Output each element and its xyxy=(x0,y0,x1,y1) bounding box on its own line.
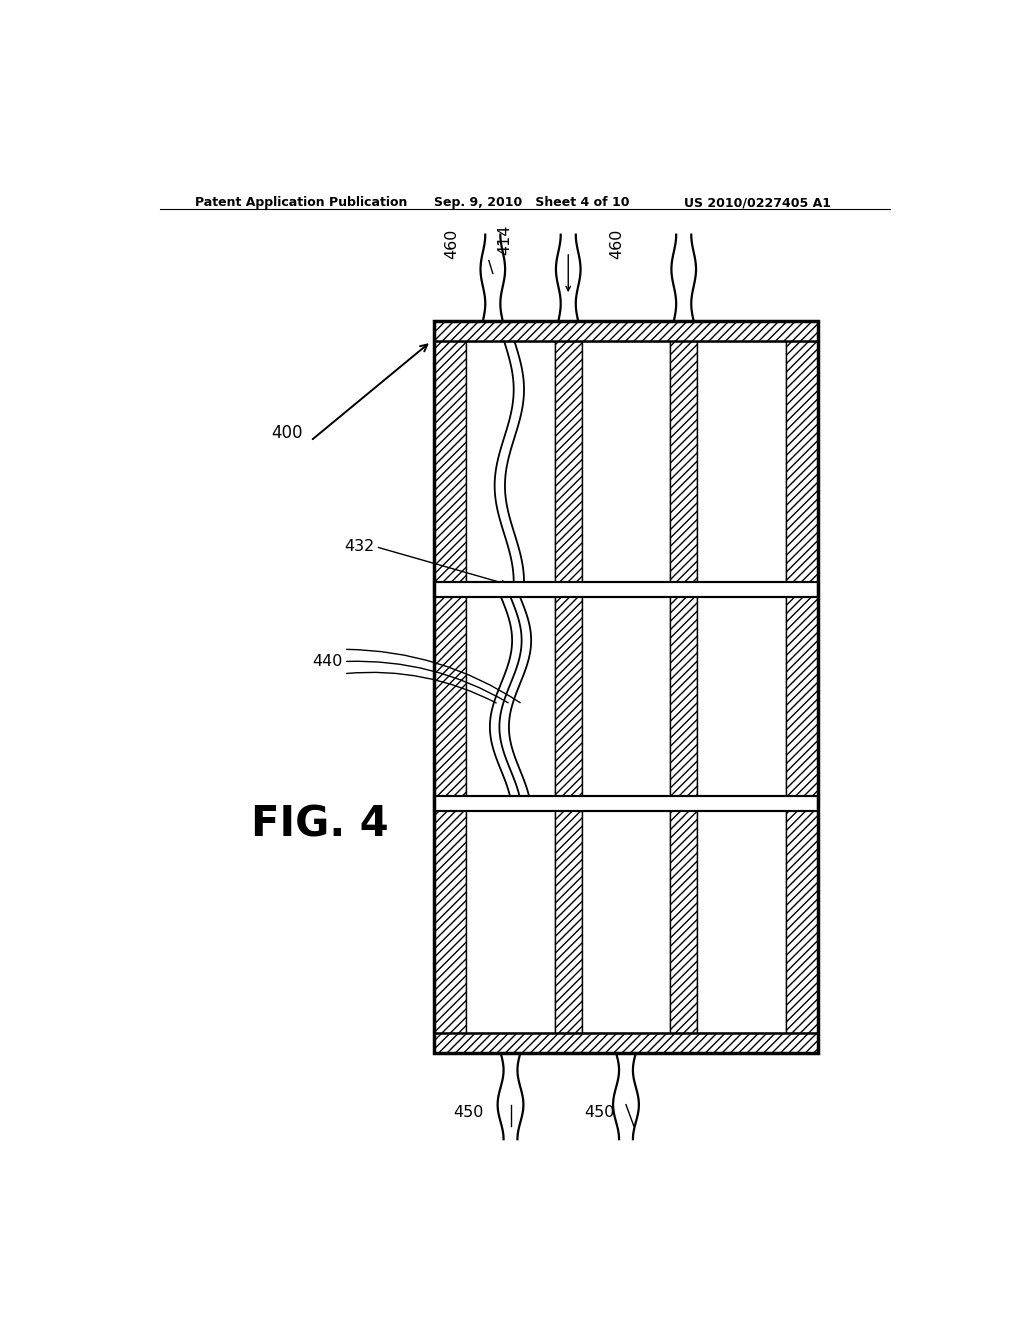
Text: 432: 432 xyxy=(344,539,374,554)
Polygon shape xyxy=(466,342,555,1032)
Text: US 2010/0227405 A1: US 2010/0227405 A1 xyxy=(684,195,830,209)
Text: 460: 460 xyxy=(609,228,625,259)
Polygon shape xyxy=(433,582,818,597)
Polygon shape xyxy=(697,342,785,1032)
Polygon shape xyxy=(785,342,818,1032)
Polygon shape xyxy=(433,1032,818,1053)
Polygon shape xyxy=(671,342,697,1032)
Polygon shape xyxy=(433,321,818,342)
Text: 450: 450 xyxy=(454,1105,483,1119)
Polygon shape xyxy=(555,342,582,1032)
Text: 400: 400 xyxy=(271,424,302,442)
Text: 440: 440 xyxy=(312,653,342,669)
Polygon shape xyxy=(433,796,818,812)
Text: 460: 460 xyxy=(443,228,459,259)
Polygon shape xyxy=(582,342,671,1032)
Text: Sep. 9, 2010   Sheet 4 of 10: Sep. 9, 2010 Sheet 4 of 10 xyxy=(433,195,629,209)
Text: FIG. 4: FIG. 4 xyxy=(251,803,389,845)
Text: 414: 414 xyxy=(497,224,512,255)
Text: 450: 450 xyxy=(585,1105,614,1119)
Polygon shape xyxy=(433,321,818,342)
Polygon shape xyxy=(433,342,466,1032)
Text: Patent Application Publication: Patent Application Publication xyxy=(196,195,408,209)
Polygon shape xyxy=(433,1032,818,1053)
